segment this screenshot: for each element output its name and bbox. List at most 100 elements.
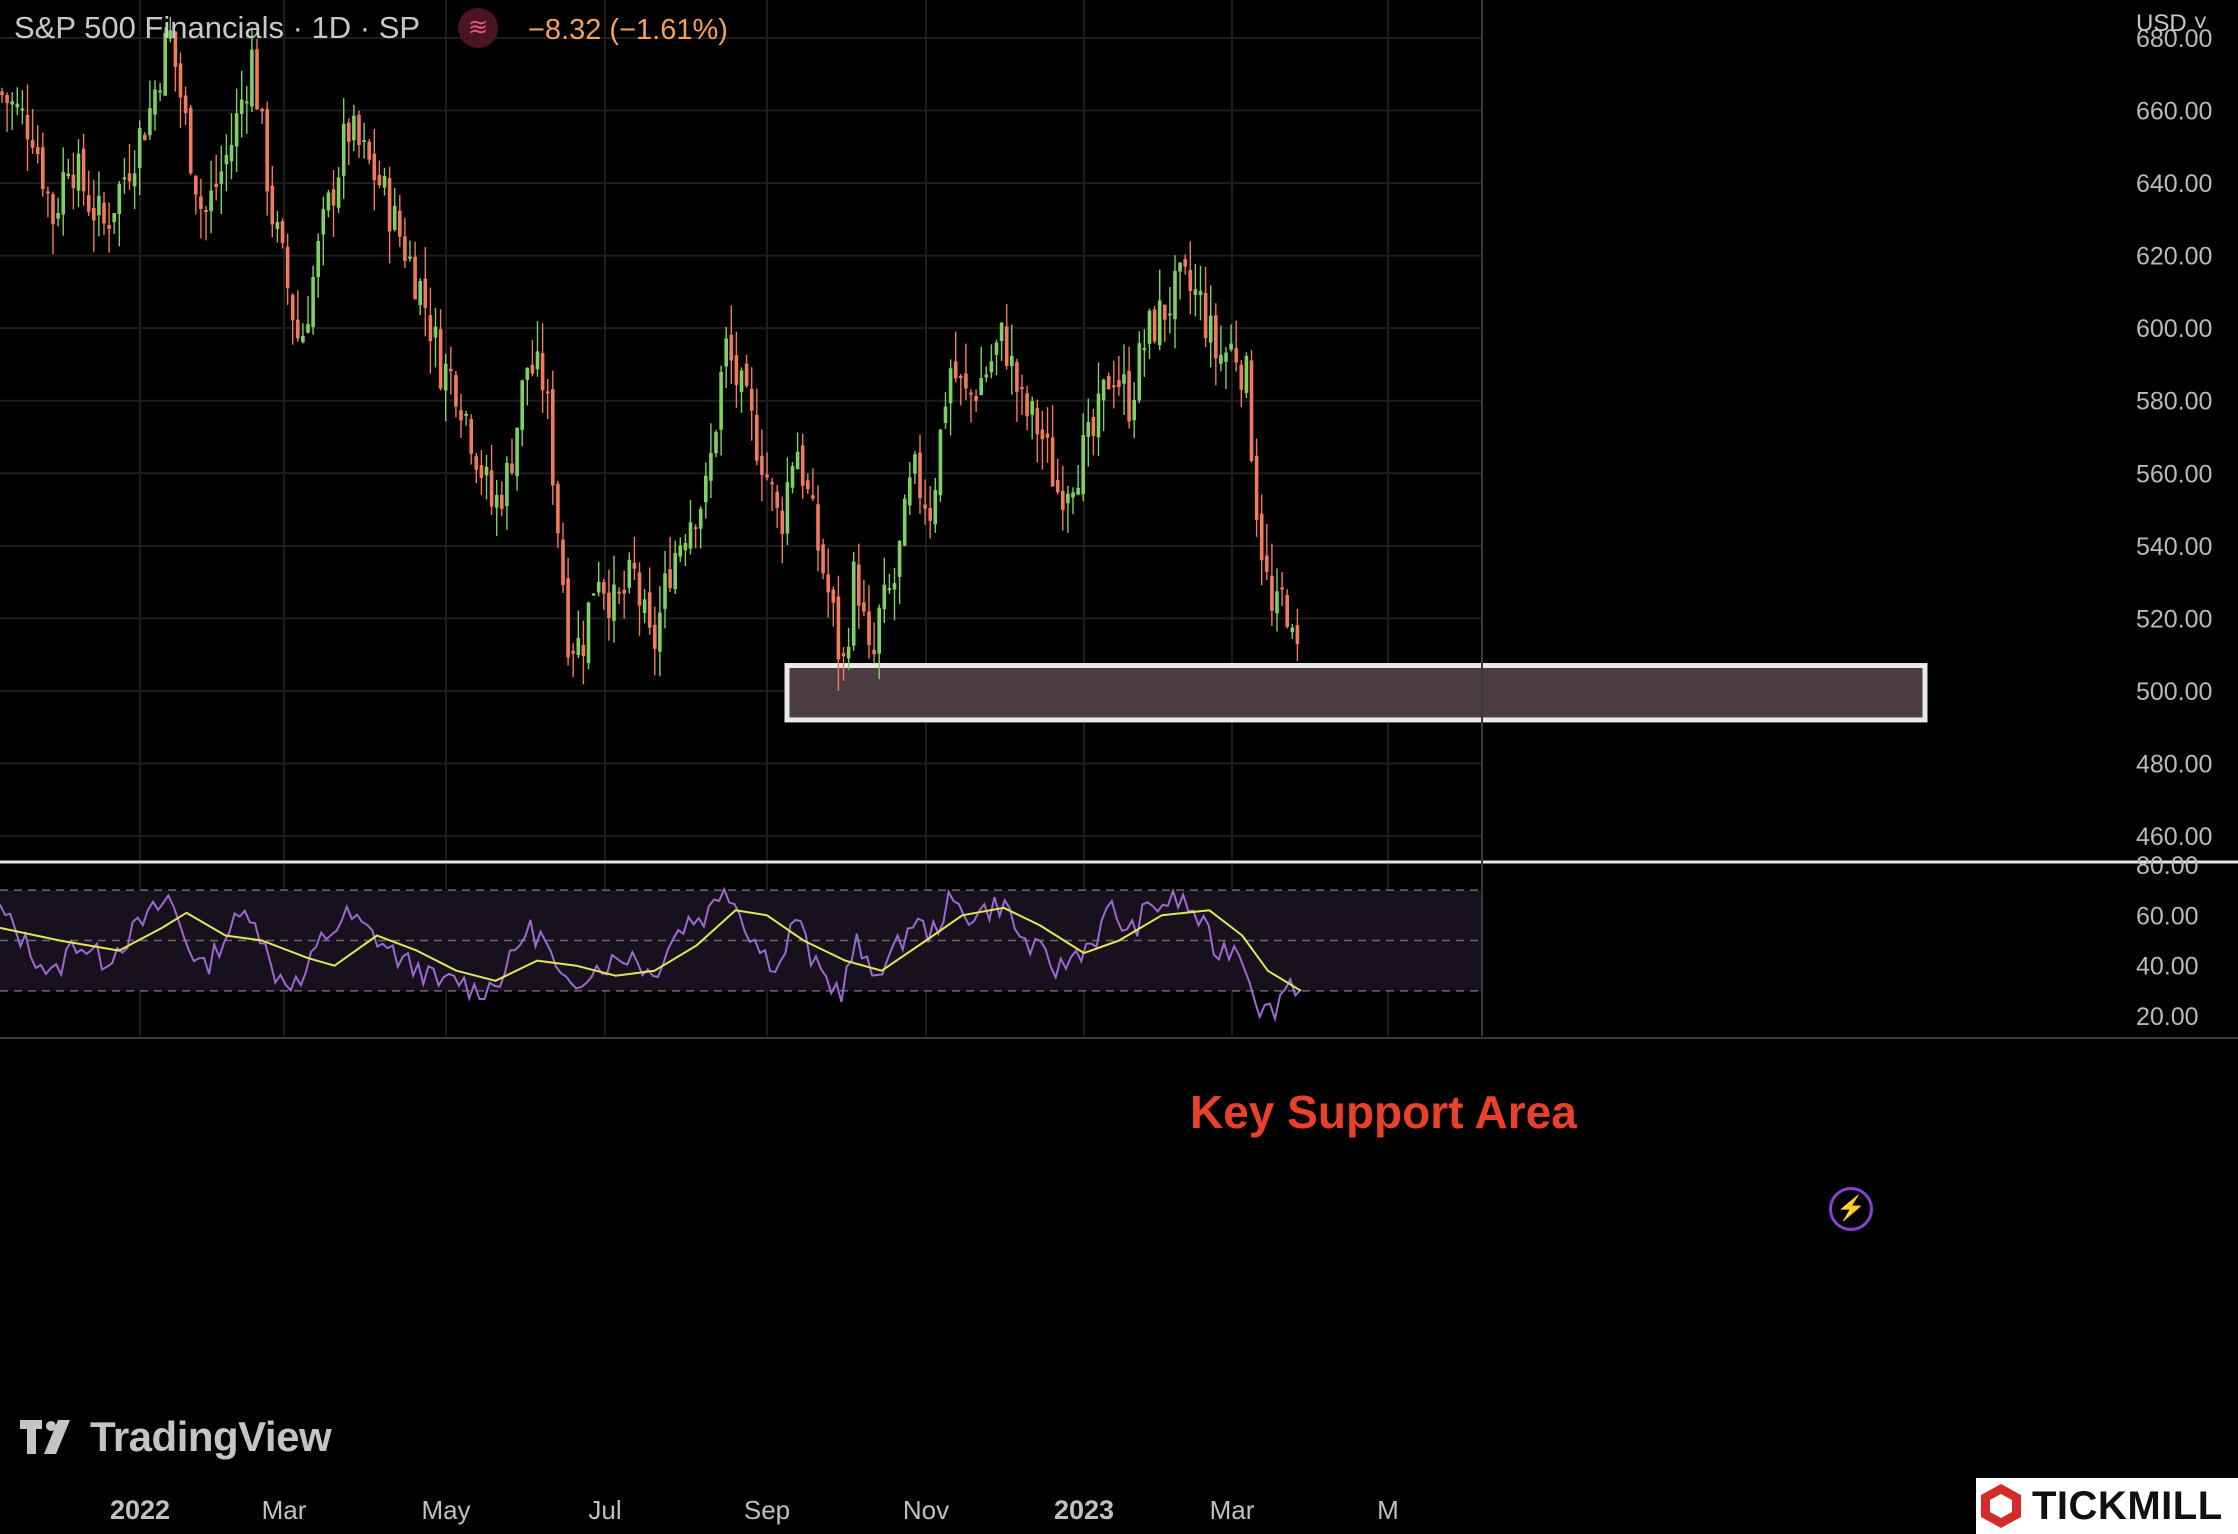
- candle-body: [1158, 300, 1162, 345]
- support-zone-layer: [787, 666, 1925, 720]
- key-support-annotation: Key Support Area: [1190, 1085, 1577, 1139]
- candle-body: [1015, 362, 1019, 392]
- time-tick-label: 2022: [110, 1495, 170, 1525]
- candle-body: [87, 195, 91, 212]
- candle-body: [699, 509, 703, 529]
- candle-body: [1081, 435, 1085, 494]
- wave-icon[interactable]: ≋: [458, 8, 498, 48]
- candle-body: [347, 123, 351, 142]
- candlestick-series: [0, 17, 1299, 691]
- candle-body: [1183, 259, 1187, 267]
- tradingview-logo: TradingView: [20, 1413, 331, 1461]
- candle-body: [1219, 355, 1223, 364]
- candle-body: [694, 527, 698, 529]
- candle-body: [903, 498, 907, 545]
- candle-body: [276, 222, 280, 229]
- candle-body: [179, 63, 183, 97]
- candle-body: [745, 363, 749, 385]
- price-tick-label: 460.00: [2136, 823, 2212, 851]
- candle-body: [730, 335, 734, 361]
- candle-body: [571, 651, 575, 654]
- candle-body: [1209, 316, 1213, 343]
- candle-body: [352, 116, 356, 141]
- candle-body: [597, 582, 601, 593]
- candle-body: [1102, 380, 1106, 401]
- candle-body: [316, 241, 320, 277]
- candle-body: [0, 92, 4, 96]
- candle-body: [551, 389, 555, 485]
- candle-body: [388, 178, 392, 231]
- candle-body: [954, 361, 958, 378]
- candle-body: [1245, 356, 1249, 393]
- candle-body: [928, 508, 932, 521]
- time-tick-label: Sep: [744, 1495, 790, 1525]
- time-tick-label: Mar: [1210, 1495, 1255, 1525]
- candle-body: [541, 353, 545, 390]
- candle-body: [617, 592, 621, 594]
- currency-selector[interactable]: USD ˅: [2136, 10, 2207, 38]
- candle-body: [658, 613, 662, 652]
- candle-body: [719, 372, 723, 430]
- time-tick-label: Nov: [903, 1495, 949, 1525]
- candle-body: [837, 597, 841, 660]
- candle-body: [974, 396, 978, 401]
- candle-body: [1000, 323, 1004, 341]
- candle-body: [16, 104, 20, 108]
- candle-body: [775, 492, 779, 508]
- candle-body: [990, 361, 994, 372]
- candle-body: [561, 539, 565, 585]
- candle-body: [633, 563, 637, 569]
- candle-body: [77, 154, 81, 191]
- candle-body: [21, 108, 25, 110]
- candle-body: [286, 247, 290, 288]
- candle-body: [913, 454, 917, 473]
- candle-body: [622, 590, 626, 594]
- candle-body: [337, 177, 341, 207]
- candle-body: [495, 495, 499, 508]
- candle-body: [1148, 311, 1152, 344]
- tradingview-wordmark: TradingView: [90, 1413, 331, 1461]
- candle-body: [832, 590, 836, 603]
- rsi-band-fill: [0, 890, 1482, 991]
- candle-body: [607, 593, 611, 618]
- candle-body: [1291, 628, 1295, 633]
- candle-body: [97, 196, 101, 215]
- candle-body: [322, 209, 326, 234]
- candle-body: [806, 480, 810, 489]
- candle-body: [750, 389, 754, 411]
- currency-label: USD: [2136, 10, 2187, 37]
- candle-body: [1275, 591, 1279, 613]
- candle-body: [123, 177, 127, 179]
- candle-body: [714, 432, 718, 453]
- candle-body: [306, 324, 310, 333]
- candle-body: [148, 108, 152, 135]
- price-tick-label: 620.00: [2136, 243, 2212, 271]
- lightning-icon[interactable]: ⚡: [1829, 1187, 1873, 1231]
- candle-body: [373, 154, 377, 181]
- candle-body: [842, 653, 846, 656]
- candle-body: [1199, 291, 1203, 295]
- candle-body: [969, 393, 973, 395]
- candle-body: [51, 194, 55, 224]
- candle-body: [939, 430, 943, 496]
- candle-body: [1005, 326, 1009, 365]
- candle-body: [281, 221, 285, 243]
- candle-body: [755, 415, 759, 461]
- candle-body: [602, 582, 606, 593]
- candle-body: [485, 467, 489, 476]
- candle-body: [643, 599, 647, 613]
- candle-body: [429, 315, 433, 341]
- candle-body: [1025, 393, 1029, 416]
- candle-body: [1143, 348, 1147, 350]
- candle-body: [408, 257, 412, 259]
- candle-body: [72, 175, 76, 188]
- symbol-title[interactable]: S&P 500 Financials · 1D · SP: [14, 10, 420, 46]
- candle-body: [31, 140, 35, 148]
- rsi-tick-label: 20.00: [2136, 1003, 2199, 1031]
- candle-body: [536, 351, 540, 369]
- candle-body: [826, 574, 830, 592]
- candle-body: [153, 89, 157, 114]
- candle-body: [1214, 315, 1218, 358]
- candle-body: [454, 375, 458, 407]
